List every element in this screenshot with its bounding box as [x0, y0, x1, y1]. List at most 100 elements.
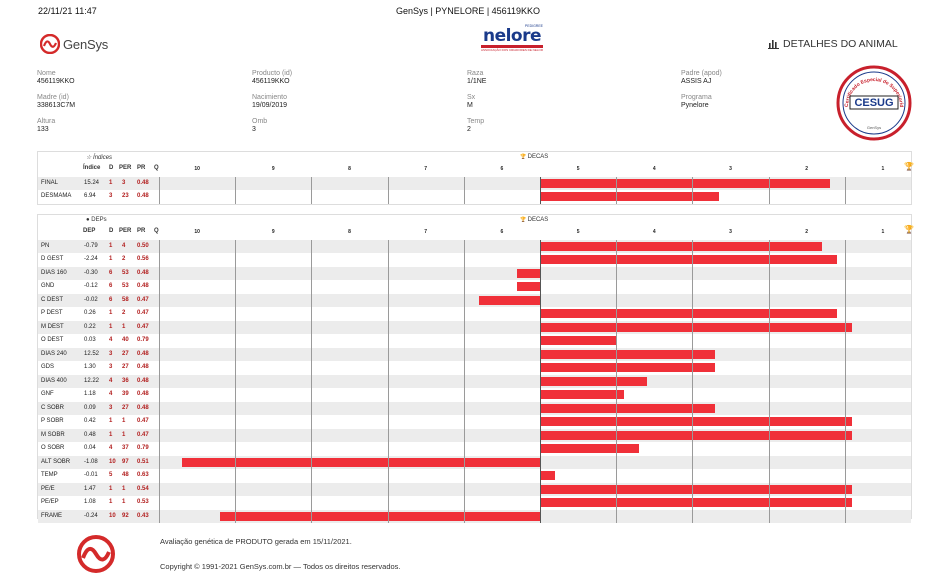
row-d: 6	[109, 269, 113, 276]
row-per: 48	[122, 472, 129, 478]
row-name: FRAME	[41, 512, 62, 519]
row-d: 1	[109, 310, 113, 316]
row-d: 4	[109, 391, 113, 397]
row-name: M SOBR	[41, 431, 65, 438]
row-name: PE/E	[41, 485, 55, 492]
grid-line	[463, 239, 465, 523]
row-d: 3	[109, 350, 113, 357]
table-row: DIAS 400 12.22 4 36 0.48	[38, 374, 911, 388]
deca-bar	[540, 403, 716, 413]
axis-tick-label: 2	[805, 229, 809, 235]
row-name: FINAL	[41, 179, 59, 186]
deca-bar	[219, 511, 540, 521]
row-pr: 0.50	[137, 242, 149, 249]
info-nacimiento: Nacimiento 19/09/2019	[252, 94, 288, 109]
row-pr: 0.48	[137, 179, 149, 186]
column-header: D	[109, 228, 114, 234]
axis-tick-label: 7	[424, 229, 428, 235]
grid-line	[692, 176, 694, 204]
axis-tick-label: 9	[271, 229, 275, 235]
grid-line	[387, 239, 389, 523]
row-pr: 0.51	[137, 458, 149, 465]
row-d: 3	[109, 404, 113, 411]
footer-copyright: Copyright © 1991-2021 GenSys.com.br — To…	[160, 562, 401, 571]
row-value: 0.22	[84, 323, 96, 330]
grid-line	[235, 176, 237, 204]
table-row: D GEST -2.24 1 2 0.56	[38, 253, 911, 267]
axis-tick-label: 6	[500, 229, 504, 235]
indices-panel: ☆ Índices 🏆 DECAS Índice D PER PR Q 10 9 8 7 6 5 4 3 2 1…	[37, 151, 914, 205]
row-d: 4	[109, 445, 113, 451]
row-pr: 0.43	[137, 512, 149, 519]
row-per: 2	[122, 256, 126, 262]
axis-tick-label: 4	[652, 166, 656, 172]
info-nome: Nome 456119KKO	[37, 70, 75, 85]
row-d: 10	[109, 512, 116, 519]
axis-tick-label: 5	[576, 166, 580, 172]
row-value: -0.01	[84, 472, 98, 478]
deca-bar	[540, 241, 822, 251]
table-row: DIAS 160 -0.30 6 53 0.48	[38, 266, 911, 280]
trophy-icon: 🏆	[520, 154, 528, 160]
deca-bar	[517, 282, 540, 292]
grid-line	[311, 176, 313, 204]
grid-line	[387, 176, 389, 204]
column-header: PR	[137, 228, 146, 234]
row-per: 1	[122, 323, 126, 330]
deca-bar	[540, 178, 830, 188]
axis-tick-label: 1	[881, 166, 885, 172]
row-value: -0.79	[84, 242, 98, 249]
row-name: DESMAMA	[41, 193, 72, 199]
row-pr: 0.47	[137, 418, 149, 424]
deca-bar	[540, 336, 617, 346]
info-raza: Raza 1/1NE	[467, 70, 487, 85]
row-pr: 0.47	[137, 296, 149, 303]
row-value: 0.42	[84, 418, 96, 424]
column-header: D	[109, 165, 114, 171]
deca-bar	[540, 417, 853, 427]
row-pr: 0.48	[137, 364, 149, 370]
row-d: 1	[109, 418, 113, 424]
column-header: PR	[137, 165, 146, 171]
deca-bar	[181, 457, 540, 467]
row-pr: 0.48	[137, 350, 149, 357]
row-per: 53	[122, 283, 129, 289]
nelore-subtitle: ASSOCIAÇÃO DOS CRIADORES DE NELORE DO BR…	[481, 48, 543, 52]
panel-title: ☆ Índices	[86, 154, 112, 161]
panel-title-text: Índices	[93, 155, 113, 161]
footer-logo	[76, 534, 116, 579]
row-name: M DEST	[41, 323, 64, 330]
info-madre: Madre (id) 338613C7M	[37, 94, 76, 109]
row-name: GND	[41, 283, 55, 289]
deca-bar	[540, 349, 716, 359]
table-row: GDS 1.30 3 27 0.48	[38, 361, 911, 375]
grid-line	[235, 239, 237, 523]
row-name: ALT SOBR	[41, 458, 71, 465]
detalhes-heading: DETALHES DO ANIMAL	[768, 38, 898, 50]
row-d: 4	[109, 377, 113, 384]
row-per: 92	[122, 512, 129, 519]
row-value: 1.30	[84, 364, 96, 370]
table-row: DIAS 240 12.52 3 27 0.48	[38, 347, 911, 361]
deca-bar	[540, 192, 720, 202]
info-producto: Producto (id) 456119KKO	[252, 70, 293, 85]
row-d: 10	[109, 458, 116, 465]
axis-tick-label: 3	[729, 166, 732, 172]
row-name: C SOBR	[41, 404, 65, 411]
info-padre: Padre (apod) ASSIS AJ	[681, 70, 722, 85]
row-pr: 0.48	[137, 377, 149, 384]
row-d: 3	[109, 193, 113, 199]
axis-tick-label: 1	[881, 229, 885, 235]
row-per: 1	[122, 499, 126, 505]
row-pr: 0.79	[137, 337, 149, 343]
table-row: O DEST 0.03 4 40 0.79	[38, 334, 911, 348]
deca-bar	[540, 322, 853, 332]
row-value: -0.02	[84, 296, 98, 303]
trophy-icon: 🏆	[520, 217, 528, 223]
row-d: 3	[109, 364, 113, 370]
grid-line	[844, 239, 846, 523]
row-value: 1.18	[84, 391, 96, 397]
row-per: 27	[122, 350, 129, 357]
footer-generated: Avaliação genética de PRODUTO gerada em …	[160, 537, 352, 546]
row-d: 6	[109, 296, 113, 303]
